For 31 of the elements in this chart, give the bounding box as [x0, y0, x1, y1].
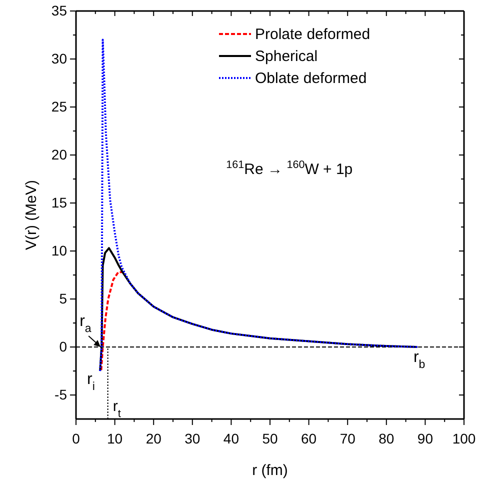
y-tick-label: 5: [59, 290, 68, 306]
annotation: r$_{a}$: [80, 313, 92, 335]
legend-label: Prolate deformed: [255, 26, 370, 43]
x-tick-label: 10: [107, 430, 123, 446]
y-tick-label: 20: [51, 146, 68, 162]
y-axis-title: V(r) (MeV): [23, 180, 40, 250]
annotation: $^{161}$Re → $^{160}$W + 1p: [226, 159, 353, 178]
y-tick-label: 0: [59, 338, 68, 354]
x-tick-label: 0: [72, 430, 80, 446]
y-tick-label: 15: [51, 194, 68, 210]
legend-label: Oblate deformed: [255, 70, 367, 87]
x-tick-label: 60: [301, 430, 317, 446]
x-tick-label: 40: [223, 430, 240, 446]
line-series: [100, 271, 124, 372]
x-tick-label: 80: [378, 430, 394, 446]
y-tick-label: 25: [51, 98, 68, 114]
y-tick-label: 30: [51, 50, 68, 66]
y-tick-label: 10: [51, 242, 68, 258]
x-tick-label: 20: [146, 430, 162, 446]
legend-label: Spherical: [255, 48, 318, 65]
ref-line-label: r$_{t}$: [112, 398, 121, 420]
x-tick-label: 50: [262, 430, 278, 446]
annotation: r$_{i}$: [87, 371, 95, 393]
x-tick-label: 90: [417, 430, 434, 446]
x-tick-label: 30: [184, 430, 200, 446]
x-tick-label: 100: [452, 430, 476, 446]
y-tick-label: -5: [54, 386, 68, 402]
x-axis-title: r (fm): [252, 462, 288, 479]
y-tick-label: 35: [51, 2, 68, 18]
annotation: r$_{b}$: [413, 349, 426, 371]
x-tick-label: 70: [340, 430, 356, 446]
